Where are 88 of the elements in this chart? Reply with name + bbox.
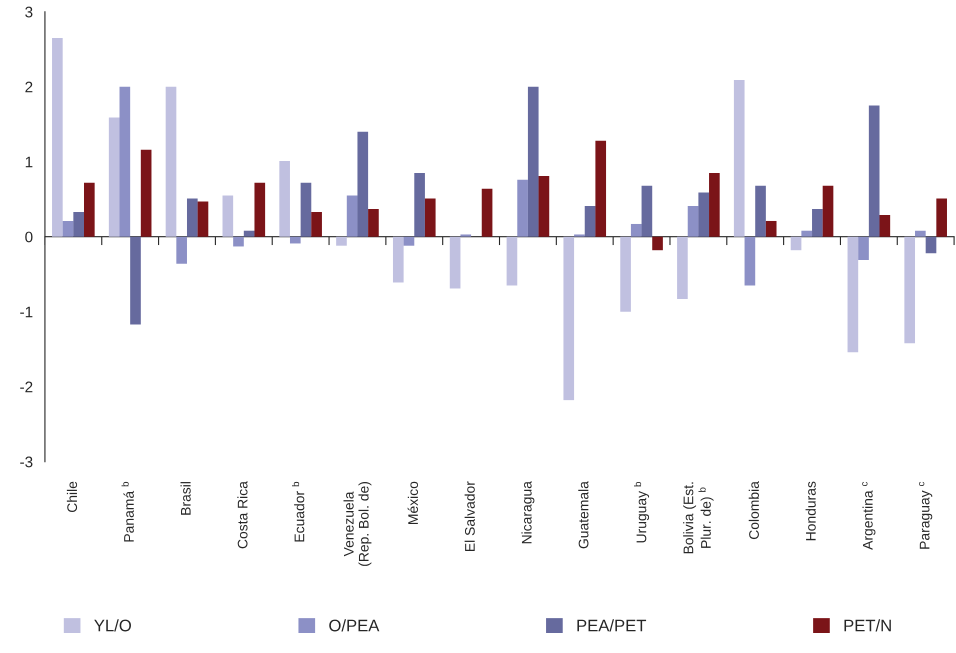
bar [620, 236, 631, 312]
bar [254, 182, 266, 237]
bar [233, 236, 244, 246]
legend-label: PET/N [844, 619, 891, 632]
x-tick-label: Brasil [180, 482, 191, 515]
bar [744, 236, 756, 286]
bar [698, 192, 710, 237]
y-tick-label: -3 [20, 456, 32, 468]
x-tick-label: Uruguay $^{b}$ [634, 482, 650, 542]
bar [130, 236, 141, 324]
bar [84, 182, 95, 237]
bar [166, 86, 176, 237]
bar [52, 38, 63, 237]
bar [709, 172, 720, 237]
x-tick-label: Argentina $^{c}$ [862, 482, 876, 550]
bar [404, 236, 414, 246]
x-tick-label: Guatemala [578, 481, 588, 548]
bar [300, 182, 312, 237]
bar [790, 236, 802, 250]
x-tick-label: México [408, 482, 418, 524]
y-tick-label: 0 [25, 232, 33, 242]
bar [62, 220, 74, 237]
bar [812, 208, 823, 237]
bar [506, 236, 518, 286]
bar [677, 236, 688, 299]
bar [311, 212, 322, 237]
bar [880, 214, 890, 237]
bar [904, 236, 916, 344]
bar [734, 80, 745, 237]
x-tick-label: Panamá $^{b}$ [122, 482, 134, 542]
bar [538, 176, 550, 237]
y-tick-label: 3 [25, 6, 32, 18]
bar [688, 206, 698, 237]
bar [140, 150, 152, 237]
bar [868, 105, 880, 237]
bar [450, 236, 460, 288]
x-tick-label: El Salvador [464, 481, 475, 551]
bar [346, 195, 358, 237]
legend-label: O/PEA [329, 619, 380, 632]
bar [482, 188, 492, 237]
bar [108, 117, 120, 237]
bar [584, 206, 596, 237]
bar [336, 236, 347, 246]
bar [414, 172, 425, 237]
bar [848, 236, 858, 352]
bar [198, 201, 208, 237]
bar [392, 236, 404, 282]
bar [517, 180, 528, 237]
x-tick-label: Paraguay $^{c}$ [919, 482, 932, 549]
x-tick-label: Chile [66, 482, 78, 512]
x-tick-label: Ecuador $^{b}$ [292, 482, 304, 542]
x-tick-label: Costa Rica [237, 481, 248, 548]
bar [368, 208, 379, 237]
bar [222, 195, 234, 237]
bar [766, 220, 777, 237]
x-tick-label: Nicaragua [521, 481, 534, 544]
bar [652, 236, 663, 250]
legend-label: YL/O [94, 619, 131, 632]
bar [186, 198, 198, 237]
y-tick-label: 2 [25, 82, 32, 92]
bar [630, 224, 642, 237]
bar [279, 160, 290, 237]
bar [755, 186, 766, 237]
bar [926, 236, 936, 254]
bar [563, 236, 574, 400]
y-tick-label: -1 [20, 306, 32, 318]
x-tick-label: Honduras [806, 482, 816, 540]
bar [176, 236, 187, 264]
bar [595, 140, 606, 237]
x-tick-label: Colombia [748, 481, 759, 540]
bar [120, 86, 130, 237]
legend-label: PEA/PET [577, 619, 646, 632]
bar [357, 132, 368, 237]
x-tick-label: Venezuela (Rep. Bol. de) [344, 482, 372, 566]
bar [528, 86, 539, 237]
bar [424, 198, 436, 237]
y-tick-label: -2 [20, 382, 32, 392]
x-tick-label: Bolivia (Est. Plur. de) $^{b}$ [683, 482, 714, 554]
bar [244, 230, 254, 237]
bar [915, 230, 926, 237]
bar [642, 186, 652, 237]
bar [858, 236, 869, 260]
bar [801, 230, 812, 237]
bar [73, 212, 84, 237]
bar [936, 198, 947, 237]
bar [822, 186, 834, 237]
bar [290, 236, 301, 244]
y-tick-label: 1 [26, 156, 32, 168]
